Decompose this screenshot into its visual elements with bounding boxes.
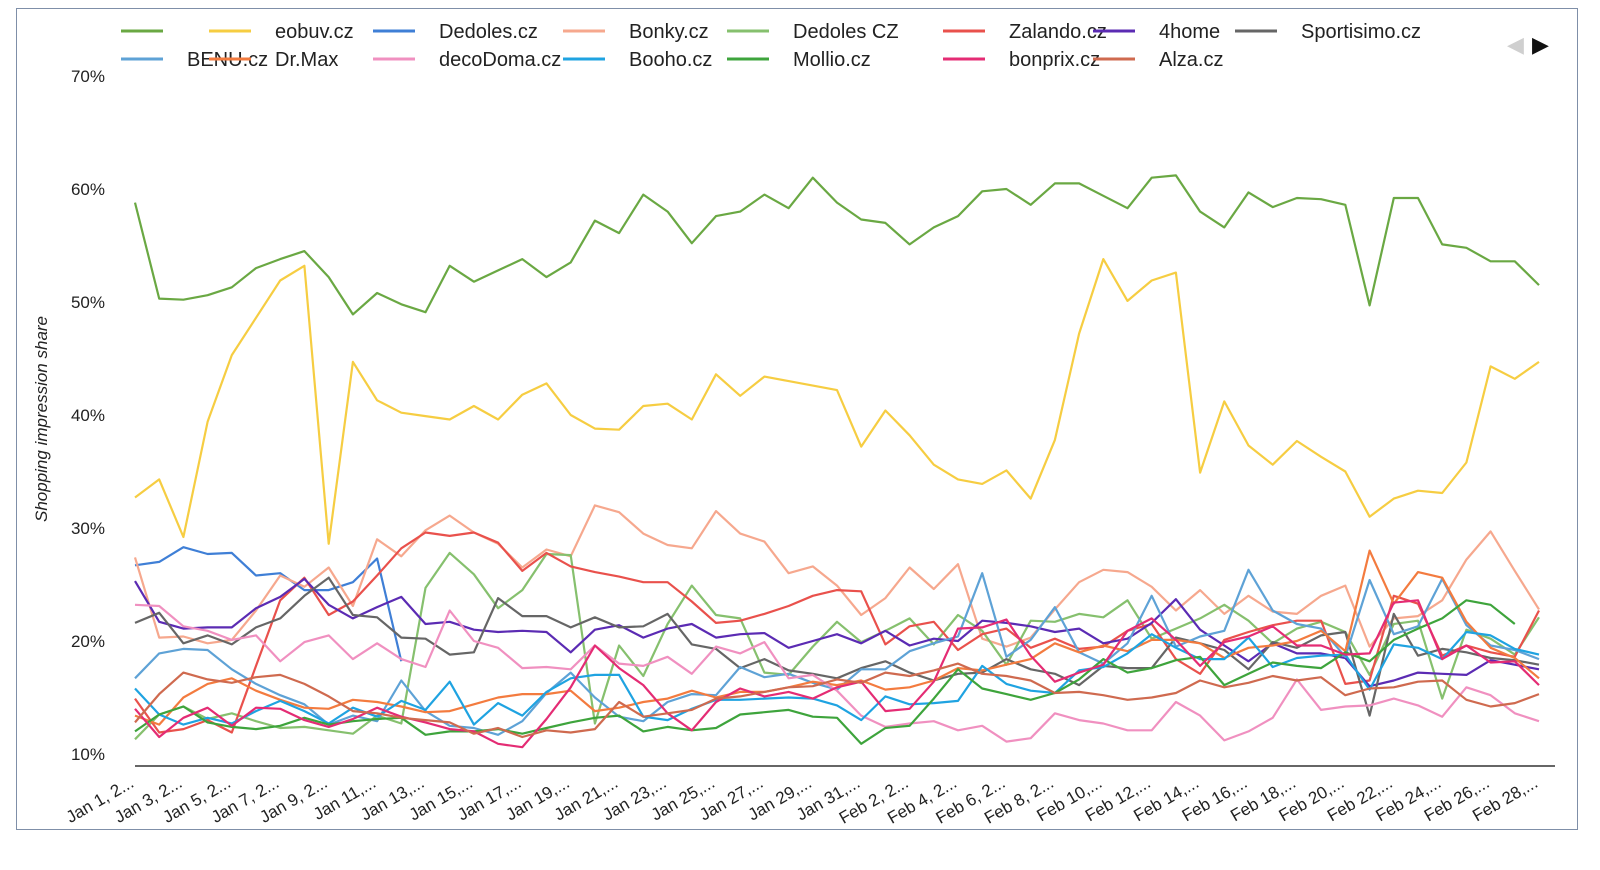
y-tick-label: 10% xyxy=(71,745,105,764)
y-tick-label: 60% xyxy=(71,180,105,199)
y-axis-label: Shopping impression share xyxy=(32,316,51,522)
series-line-eobuv-cz xyxy=(134,258,1540,545)
legend-label: Alza.cz xyxy=(1159,49,1223,71)
series-line-zalando-cz xyxy=(134,531,1540,734)
x-axis: Jan 1, 2...Jan 3, 2...Jan 5, 2...Jan 7, … xyxy=(63,773,1541,828)
series-line-alza-cz xyxy=(134,662,1540,739)
series-line-sportisimo-cz xyxy=(134,576,1540,717)
legend-label: Dedoles CZ xyxy=(793,21,899,43)
legend-item[interactable]: eobuv.cz xyxy=(209,21,354,43)
legend: eobuv.cz Dedoles.cz Bonky.cz Dedoles CZ Zala… xyxy=(121,21,1421,71)
y-tick-label: 40% xyxy=(71,406,105,425)
series-line-bonky-cz xyxy=(133,504,1540,648)
legend-label: Dr.Max xyxy=(275,49,338,71)
line-chart: 10% 20% 30% 40% 50% 60% 70% Jan 1, 2...Jan 3, … xyxy=(32,21,1555,828)
legend-item[interactable]: Sportisimo.cz xyxy=(1235,21,1421,43)
y-axis: 10% 20% 30% 40% 50% 60% 70% xyxy=(71,67,105,764)
legend-item[interactable]: decoDoma.cz xyxy=(373,49,561,71)
series-line-4home xyxy=(134,577,1540,688)
legend-next-arrow[interactable]: ▶ xyxy=(1532,33,1549,58)
legend-label: bonprix.cz xyxy=(1009,49,1100,71)
y-tick-label: 50% xyxy=(71,293,105,312)
legend-label: eobuv.cz xyxy=(275,21,354,43)
legend-item[interactable]: 4home xyxy=(1093,21,1220,43)
legend-item[interactable]: Zalando.cz xyxy=(943,21,1107,43)
legend-label: Sportisimo.cz xyxy=(1301,21,1421,43)
series-line-dr-max xyxy=(134,549,1540,726)
series-layer xyxy=(133,174,1540,749)
legend-item[interactable]: Dedoles CZ xyxy=(727,21,899,43)
series-line-decodoma-cz xyxy=(134,603,1540,743)
legend-prev-arrow[interactable]: ◀ xyxy=(1507,33,1524,58)
series-line-dedoles-cz xyxy=(134,546,403,662)
legend-label: Mollio.cz xyxy=(793,49,871,71)
legend-item[interactable]: Bonky.cz xyxy=(563,21,709,43)
legend-label: decoDoma.cz xyxy=(439,49,561,71)
legend-item[interactable]: Dr.Max xyxy=(209,49,338,71)
legend-item[interactable]: Mollio.cz xyxy=(727,49,871,71)
legend-item[interactable]: Alza.cz xyxy=(1093,49,1223,71)
legend-label: 4home xyxy=(1159,21,1220,43)
legend-item[interactable]: Dedoles.cz xyxy=(373,21,538,43)
y-tick-label: 20% xyxy=(71,632,105,651)
legend-label: Bonky.cz xyxy=(629,21,709,43)
series-line-booho-cz xyxy=(134,630,1540,726)
legend-label: Booho.cz xyxy=(629,49,712,71)
y-tick-label: 30% xyxy=(71,519,105,538)
legend-label: Zalando.cz xyxy=(1009,21,1107,43)
series-line-mollio-cz xyxy=(134,599,1516,745)
legend-item[interactable]: bonprix.cz xyxy=(943,49,1100,71)
y-tick-label: 70% xyxy=(71,67,105,86)
legend-label: Dedoles.cz xyxy=(439,21,538,43)
series-line-unnamed xyxy=(133,174,1540,316)
chart-frame: 10% 20% 30% 40% 50% 60% 70% Jan 1, 2... Jan 3, … xyxy=(16,8,1578,830)
legend-item[interactable]: Booho.cz xyxy=(563,49,712,71)
